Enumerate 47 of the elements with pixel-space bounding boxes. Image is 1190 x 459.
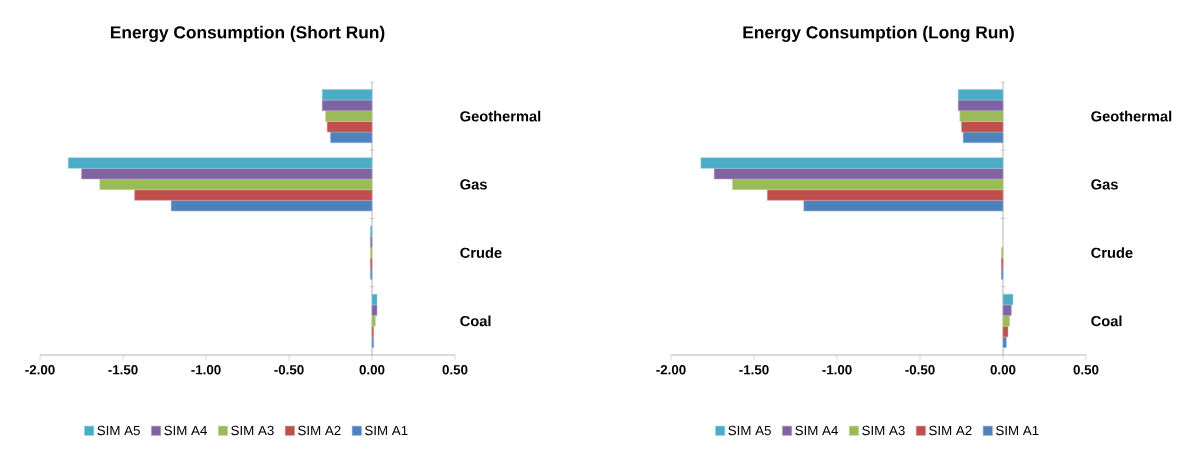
bar [767,189,1004,201]
bar [1002,336,1007,348]
x-tick-label: -1.00 [822,365,852,375]
legend-label: SIM A3 [231,425,274,436]
x-tick-label: -2.00 [25,365,55,375]
bar [803,200,1004,212]
y-tick-label: Crude [460,247,502,258]
y-tick-label: Crude [1091,247,1133,258]
legend-label: SIM A1 [365,425,408,436]
x-tick-label: -0.50 [274,365,304,375]
x-tick-label: -1.50 [108,365,138,375]
bar [962,131,1004,144]
chart-title: Energy Consumption (Short Run) [110,25,385,42]
y-tick-label: Geothermal [1091,110,1172,122]
y-tick-label: Geothermal [460,110,541,122]
chart-title: Energy Consumption (Long Run) [743,25,1014,42]
y-tick-label: Gas [460,179,487,190]
bar [961,121,1004,133]
legend-label: SIM A5 [97,425,140,436]
bar [1002,304,1012,316]
x-tick-label: -1.00 [191,365,221,375]
legend-label: SIM A4 [164,425,207,436]
legend-label: SIM A2 [929,425,972,436]
bar [1002,293,1014,306]
x-tick-label: 0.50 [1073,365,1099,375]
legend-label: SIM A4 [795,425,838,436]
bar [1002,315,1010,327]
y-tick-label: Gas [1091,179,1118,190]
y-tick-label: Coal [1091,315,1122,327]
legend-label: SIM A3 [862,425,905,436]
x-tick-label: -1.50 [739,365,769,375]
bar [957,99,1004,112]
legend-label: SIM A2 [298,425,341,436]
x-tick-label: -2.00 [656,365,686,375]
legend-label: SIM A5 [728,425,771,436]
bar [700,157,1004,169]
bar [1002,325,1009,338]
bar [732,178,1004,190]
legend-label: SIM A1 [996,425,1039,436]
y-tick-label: Coal [460,315,491,327]
x-tick-label: 0.00 [359,365,385,375]
bar [957,89,1004,101]
bar [713,168,1004,180]
x-tick-label: 0.00 [990,365,1016,375]
bar [959,110,1004,122]
x-tick-label: 0.50 [442,365,468,375]
x-tick-label: -0.50 [905,365,935,375]
